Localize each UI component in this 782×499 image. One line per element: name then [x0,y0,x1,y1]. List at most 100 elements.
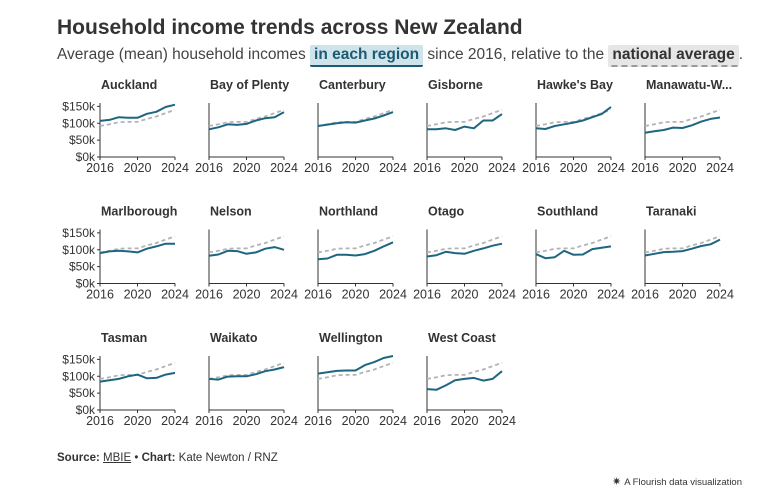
national-average-line [99,108,176,127]
national-average-line [208,235,285,254]
x-tick-label: 2020 [451,288,479,302]
panel-title: Nelson [210,205,252,219]
national-average-line [535,235,612,254]
panel-northland: Northland 2016 2020 2024 [304,205,407,302]
x-tick-label: 2020 [560,288,588,302]
x-tick-label: 2016 [631,161,659,175]
x-tick-label: 2024 [488,161,516,175]
y-tick-label: $50k [69,133,96,147]
x-tick-label: 2024 [270,288,298,302]
x-tick-label: 2016 [413,161,441,175]
x-tick-label: 2020 [124,288,152,302]
x-tick-label: 2016 [413,414,441,428]
panel-waikato: Waikato 2016 2020 2024 [195,331,298,428]
region-line [644,238,721,257]
flourish-logo-icon: ✷ [612,476,622,488]
x-tick-label: 2024 [161,288,189,302]
region-line [99,371,176,383]
national-average-line [99,361,176,380]
national-average-legend-badge: national average [608,45,739,67]
x-tick-label: 2020 [560,161,588,175]
chart-title: Household income trends across New Zeala… [57,16,523,39]
x-tick-label: 2024 [706,161,734,175]
region-line [317,355,394,375]
x-tick-label: 2024 [488,288,516,302]
x-tick-label: 2020 [451,414,479,428]
panel-southland: Southland 2016 2020 2024 [522,205,625,302]
region-line [427,113,503,131]
source-label: Source: [57,452,100,464]
national-average-line [99,235,176,254]
x-tick-label: 2024 [270,414,298,428]
panel-title: West Coast [428,331,497,345]
national-average-line [208,361,285,380]
x-tick-label: 2020 [451,161,479,175]
chart-subtitle: Average (mean) household incomes in each… [57,45,744,67]
region-legend-badge: in each region [310,45,424,67]
panel-taranaki: Taranaki 2016 2020 2024 [631,205,734,302]
x-tick-label: 2016 [195,288,223,302]
x-tick-label: 2024 [270,161,298,175]
national-average-line [317,108,394,127]
panel-auckland: Auckland $0k $50k $100k $150k 2016 2020 2024 [62,78,189,175]
y-tick-label: $150k [62,99,96,113]
x-tick-label: 2020 [233,288,261,302]
chart-credit-label: Chart: [141,452,176,464]
x-tick-label: 2016 [86,288,114,302]
x-tick-label: 2016 [86,161,114,175]
panel-title: Northland [319,205,378,219]
x-tick-label: 2024 [379,288,407,302]
x-tick-label: 2024 [161,414,189,428]
x-tick-label: 2024 [597,288,625,302]
national-average-line [535,108,612,127]
panel-title: Auckland [101,78,157,92]
panel-title: Southland [537,205,598,219]
x-tick-label: 2016 [304,161,332,175]
region-line [535,106,612,130]
y-tick-label: $0k [76,403,96,417]
y-tick-label: $100k [62,116,96,130]
panel-tasman: Tasman $0k $50k $100k $150k 2016 2020 2024 [62,331,189,428]
panel-otago: Otago 2016 2020 2024 [413,205,516,302]
x-tick-label: 2016 [631,288,659,302]
x-tick-label: 2020 [342,161,370,175]
panel-title: Canterbury [319,78,386,92]
x-tick-label: 2016 [522,161,550,175]
national-average-line [317,361,394,380]
panel-title: Hawke's Bay [537,78,613,92]
y-tick-label: $50k [69,260,96,274]
x-tick-label: 2016 [413,288,441,302]
source-link[interactable]: MBIE [103,452,132,464]
x-tick-label: 2020 [669,288,697,302]
x-tick-label: 2020 [342,288,370,302]
region-line [535,245,612,260]
x-tick-label: 2016 [195,414,223,428]
x-tick-label: 2020 [124,161,152,175]
national-average-line [644,108,721,127]
region-line [99,242,175,255]
region-line [426,370,503,391]
panel-title: Waikato [210,331,258,345]
x-tick-label: 2020 [342,414,370,428]
y-tick-label: $100k [62,243,96,257]
region-line [644,116,721,134]
panel-hawke-s-bay: Hawke's Bay 2016 2020 2024 [522,78,625,175]
panel-bay-of-plenty: Bay of Plenty 2016 2020 2024 [195,78,298,175]
footer-separator: • [131,452,142,464]
x-tick-label: 2020 [124,414,152,428]
panel-marlborough: Marlborough $0k $50k $100k $150k 2016 2020 2024 [62,205,189,302]
panel-gisborne: Gisborne 2016 2020 2024 [413,78,516,175]
x-tick-label: 2016 [86,414,114,428]
subtitle-text-post: . [738,46,744,63]
flourish-credit-link[interactable]: ✷ A Flourish data visualization [612,475,742,488]
y-tick-label: $0k [76,150,96,164]
subtitle-text-pre: Average (mean) household incomes [57,46,311,63]
y-tick-label: $100k [62,369,96,383]
region-line [317,241,394,261]
y-tick-label: $0k [76,277,96,291]
panel-title: Bay of Plenty [210,78,289,92]
region-line [99,103,176,122]
x-tick-label: 2020 [233,161,261,175]
region-line [208,366,285,381]
